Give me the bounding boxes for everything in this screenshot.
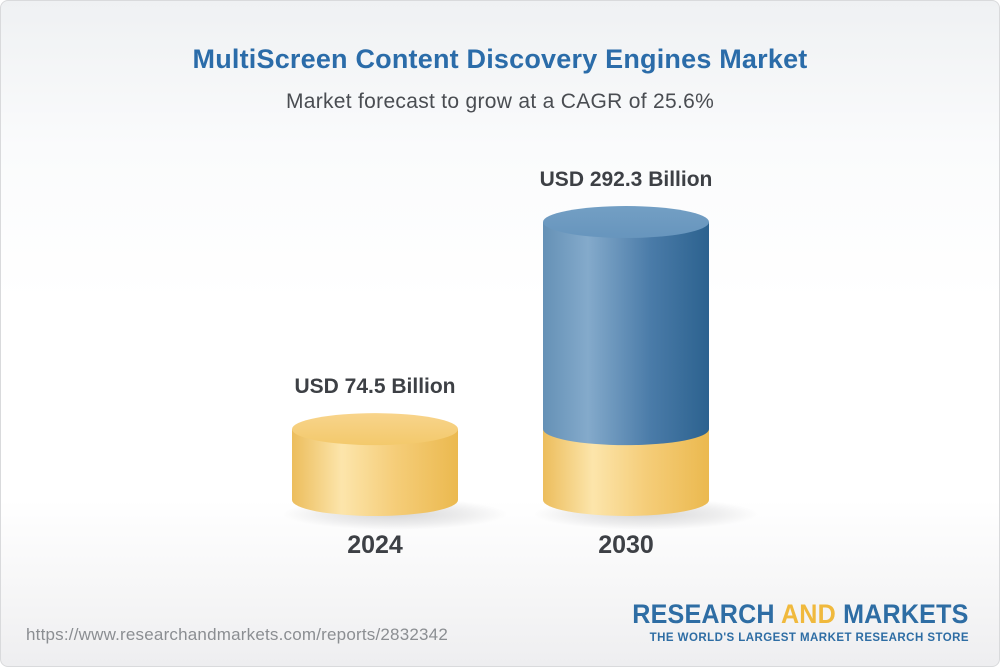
research-and-markets-logo: RESEARCH AND MARKETS THE WORLD'S LARGEST… bbox=[607, 599, 969, 644]
logo-word-research: RESEARCH bbox=[632, 599, 776, 629]
report-url-text: https://www.researchandmarkets.com/repor… bbox=[26, 625, 448, 644]
axis-label-2024: 2024 bbox=[347, 531, 403, 559]
page-subtitle: Market forecast to grow at a CAGR of 25.… bbox=[285, 90, 715, 113]
logo-tagline: THE WORLD'S LARGEST MARKET RESEARCH STOR… bbox=[649, 631, 969, 644]
axis-label-2030: 2030 bbox=[598, 531, 654, 559]
logo-word-markets: MARKETS bbox=[843, 599, 969, 629]
bar-2030-cylinder-top bbox=[543, 206, 709, 239]
bar-2030-growth-segment bbox=[543, 222, 709, 446]
logo-word-and: AND bbox=[781, 599, 837, 629]
bar-2024-cylinder-body bbox=[292, 429, 458, 516]
value-label-2030: USD 292.3 Billion bbox=[539, 168, 713, 191]
value-label-2024: USD 74.5 Billion bbox=[294, 375, 456, 398]
bar-2024-cylinder-top bbox=[292, 413, 458, 446]
page-title: MultiScreen Content Discovery Engines Ma… bbox=[192, 44, 808, 74]
logo-wordmark: RESEARCH AND MARKETS bbox=[632, 599, 969, 630]
bar-2030-base-segment bbox=[543, 429, 709, 516]
